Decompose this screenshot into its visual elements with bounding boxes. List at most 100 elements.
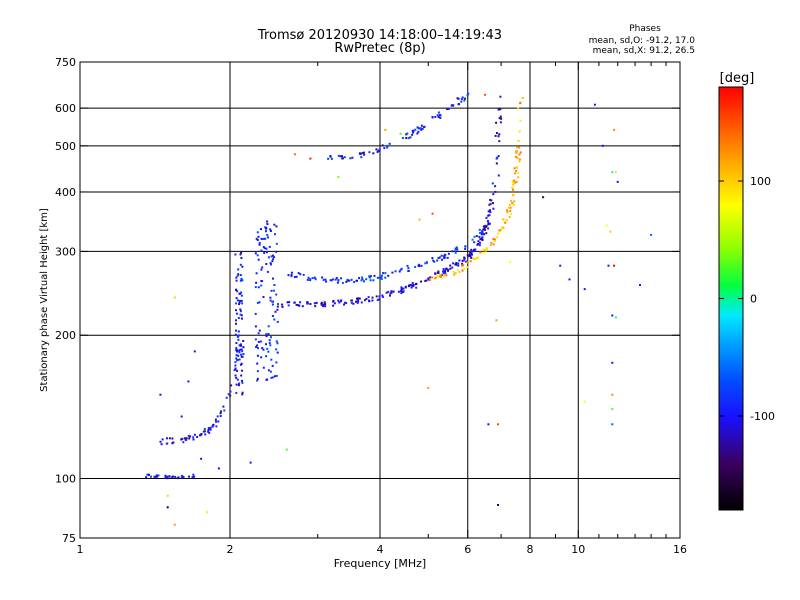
trace-point-f2-o-low	[287, 304, 290, 307]
trace-point-upper-echo	[420, 128, 423, 131]
trace-point-f2-o-low	[457, 262, 460, 265]
trace-point-f2-o-low	[492, 193, 495, 196]
trace-point-f2-x	[496, 236, 499, 239]
trace-point-f1-cusp-b	[256, 254, 259, 257]
trace-point-f1-cusp-b	[257, 347, 259, 350]
trace-point-f2-o-low	[484, 228, 486, 231]
trace-point-f1-cusp-b	[270, 263, 272, 266]
trace-point-upper-echo	[466, 94, 469, 96]
outlier-point	[193, 350, 196, 353]
outlier-point	[427, 386, 430, 389]
trace-point-f1-cusp-b	[257, 341, 260, 343]
trace-point-f2-o-low	[470, 252, 473, 255]
trace-point-f2-x	[497, 233, 500, 235]
outlier-point	[159, 393, 162, 396]
trace-point-f2-o-high	[377, 276, 380, 279]
trace-point-f2-o-high	[373, 274, 376, 277]
trace-point-upper-echo	[460, 100, 463, 103]
outlier-point	[497, 423, 499, 426]
trace-point-f2-o-high	[290, 274, 293, 276]
trace-point-f1-cusp-a	[240, 299, 243, 302]
trace-point-f2-x	[440, 275, 442, 278]
trace-point-f2-o-low	[358, 297, 361, 300]
trace-point-f2-o-low	[332, 304, 335, 307]
trace-point-f1-cusp-a	[235, 349, 238, 352]
trace-point-f2-o-low	[314, 305, 317, 308]
data-points	[145, 92, 653, 526]
trace-point-f1-cusp-b	[265, 226, 268, 229]
trace-point-f2-x	[453, 273, 456, 276]
trace-point-f2-o-low	[356, 298, 359, 301]
trace-point-f1-cusp-a	[237, 338, 240, 341]
trace-point-f2-o-high	[473, 235, 476, 238]
trace-point-f2-o-low	[400, 288, 403, 291]
x-tick-label: 4	[377, 543, 384, 556]
trace-point-f2-o-low	[454, 263, 457, 266]
trace-point-f1-cusp-b	[271, 303, 274, 306]
trace-point-f2-x	[492, 238, 495, 240]
trace-point-f1-cusp-b	[260, 249, 263, 252]
trace-point-upper-echo	[375, 148, 378, 151]
trace-point-f2-x	[490, 241, 493, 244]
trace-point-upper-echo	[411, 133, 414, 136]
outlier-point	[187, 380, 190, 383]
trace-point-f1-o	[209, 426, 212, 429]
trace-point-upper-echo	[409, 136, 412, 139]
trace-point-f2-o-low	[462, 259, 465, 262]
trace-point-f2-o-low	[495, 162, 498, 165]
trace-point-f1-cusp-b	[257, 258, 260, 261]
trace-point-f2-o-low	[481, 232, 484, 235]
trace-point-f2-o-low	[480, 231, 483, 234]
trace-point-upper-echo	[436, 114, 439, 117]
trace-point-f1-cusp-b	[270, 376, 273, 379]
trace-point-f1-o	[193, 433, 196, 436]
trace-point-f2-o-high	[436, 259, 439, 262]
trace-point-f1-cusp-b	[276, 342, 279, 345]
colorbar-tick-label: -100	[750, 410, 775, 423]
trace-point-f2-o-high	[418, 265, 421, 267]
trace-point-f2-o-low	[371, 296, 374, 299]
trace-point-f2-o-low	[440, 274, 443, 277]
trace-point-f1-cusp-b	[256, 379, 259, 382]
trace-point-f1-cusp-a	[235, 297, 238, 300]
trace-point-f2-o-low	[497, 174, 500, 177]
outlier-point	[601, 144, 604, 147]
trace-point-f2-x	[501, 226, 504, 229]
trace-point-f2-x	[517, 107, 520, 110]
trace-point-f1-cusp-b	[273, 375, 276, 378]
trace-point-f1-cusp-a	[235, 288, 238, 291]
trace-point-upper-echo	[464, 97, 466, 100]
trace-point-f2-o-low	[497, 108, 500, 111]
trace-point-f1-cusp-b	[260, 284, 263, 287]
trace-point-f2-o-low	[481, 236, 484, 239]
trace-point-f2-o-high	[350, 278, 353, 281]
trace-point-f1-cusp-b	[275, 225, 278, 228]
trace-point-f2-o-high	[380, 278, 383, 280]
trace-point-f2-o-low	[494, 134, 497, 137]
trace-point-f1-cusp-a	[235, 342, 238, 345]
trace-point-upper-echo	[362, 151, 365, 154]
trace-point-f2-o-low	[500, 117, 503, 120]
trace-point-upper-echo	[437, 116, 440, 118]
trace-point-f1-cusp-a	[234, 361, 237, 364]
trace-point-f2-x	[482, 251, 485, 254]
trace-point-f2-o-low	[427, 277, 430, 280]
trace-point-f1-o	[202, 430, 205, 433]
trace-point-f2-x	[514, 155, 517, 158]
trace-point-f1-cusp-a	[239, 292, 242, 295]
trace-point-f2-o-low	[381, 296, 384, 298]
trace-point-upper-echo	[388, 142, 391, 145]
trace-point-f1-o	[214, 418, 217, 421]
outlier-point	[206, 511, 209, 514]
trace-point-f2-o-high	[321, 276, 324, 279]
trace-point-upper-echo	[446, 108, 449, 111]
trace-point-f1-cusp-a	[235, 391, 238, 394]
trace-point-f2-o-low	[487, 210, 490, 213]
trace-point-f2-o-low	[494, 190, 497, 193]
trace-point-f1-cusp-b	[269, 262, 272, 265]
trace-point-f2-x	[512, 204, 515, 206]
trace-point-f1-cusp-b	[271, 315, 274, 317]
trace-point-f1-o	[183, 437, 186, 440]
trace-point-f2-o-low	[488, 222, 491, 225]
trace-point-f2-o-high	[346, 279, 349, 282]
